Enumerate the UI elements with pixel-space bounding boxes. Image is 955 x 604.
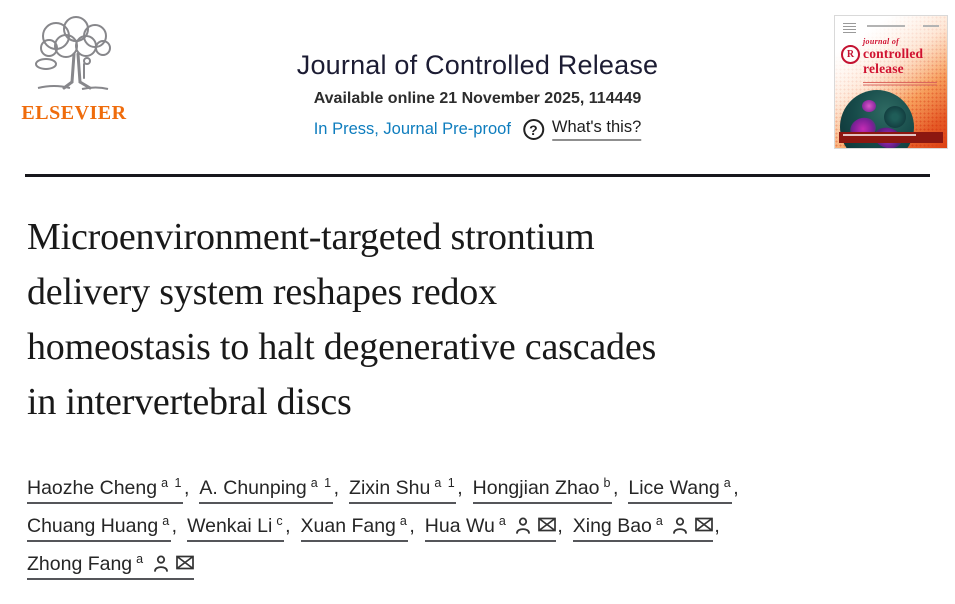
author-zhong-fang[interactable]: Zhong Fang a: [27, 552, 194, 580]
cover-band-text-decor: [843, 134, 916, 136]
email-icon[interactable]: [695, 517, 714, 532]
available-online-line: Available online 21 November 2025, 11444…: [313, 90, 642, 107]
author-list: Haozhe Cheng a 1, A. Chunping a 1, Zixin Shu…: [27, 476, 937, 591]
author-line: Haozhe Cheng a 1, A. Chunping a 1, Zixin Shu…: [27, 476, 937, 515]
journal-cover-thumbnail[interactable]: R journal of controlled release: [835, 16, 947, 148]
cover-mini-text-block: [843, 23, 856, 35]
email-icon[interactable]: [538, 517, 557, 532]
cover-mini-text-right: [923, 25, 939, 27]
journal-header: Journal of Controlled Release Available …: [297, 50, 659, 141]
cover-masthead: R journal of controlled release: [841, 38, 941, 75]
author-zixin-shu[interactable]: Zixin Shu a 1,: [349, 476, 463, 504]
author-xuan-fang[interactable]: Xuan Fang a,: [300, 514, 415, 542]
author-chuang-huang[interactable]: Chuang Huang a,: [27, 514, 177, 542]
affiliation-superscript: a: [399, 514, 409, 528]
author-wenkai-li[interactable]: Wenkai Li c,: [187, 514, 291, 542]
author-line: Chuang Huang a, Wenkai Li c, Xuan Fang a, Hua …: [27, 514, 937, 553]
affiliation-superscript: c: [276, 514, 285, 528]
cover-title-line2: release: [863, 60, 904, 76]
cover-subtitle-decor: [863, 82, 937, 87]
cover-top-decor: [843, 23, 939, 35]
affiliation-superscript: a 1: [310, 476, 333, 490]
author-a-chunping[interactable]: A. Chunping a 1,: [199, 476, 339, 504]
person-icon[interactable]: [672, 517, 688, 534]
author-line: Zhong Fang a: [27, 552, 937, 591]
cover-bottom-band: [839, 132, 943, 143]
affiliation-superscript: a: [136, 552, 145, 566]
cover-title-line1: controlled: [863, 46, 924, 61]
cover-art-shape: [862, 100, 876, 112]
author-hua-wu[interactable]: Hua Wu a,: [424, 514, 563, 542]
author-haozhe-cheng[interactable]: Haozhe Cheng a 1,: [27, 476, 189, 504]
press-status-row: In Press, Journal Pre-proof ? What's thi…: [297, 118, 659, 141]
cover-journal-of: journal of: [863, 37, 900, 46]
affiliation-superscript: a: [162, 514, 171, 528]
affiliation-superscript: a: [723, 476, 733, 490]
article-title-line: homeostasis to halt degenerative cascade…: [27, 326, 657, 368]
affiliation-superscript: a: [655, 514, 665, 528]
affiliation-superscript: a 1: [161, 476, 183, 490]
author-xing-bao[interactable]: Xing Bao a,: [572, 514, 720, 542]
journal-title: Journal of Controlled Release: [296, 50, 659, 80]
affiliation-superscript: a: [498, 514, 508, 528]
person-icon[interactable]: [153, 555, 169, 572]
elsevier-logo[interactable]: ELSEVIER: [20, 16, 128, 125]
whats-this-link[interactable]: ? What's this?: [522, 118, 642, 141]
cover-art-shape: [884, 106, 906, 128]
affiliation-superscript: b: [603, 476, 612, 490]
article-title-line: in intervertebral discs: [27, 381, 352, 423]
cover-cr-logo-icon: R: [841, 45, 860, 64]
author-hongjian-zhao[interactable]: Hongjian Zhao b,: [472, 476, 618, 504]
article-title: Microenvironment-targeted strontium deli…: [27, 210, 927, 430]
article-title-line: delivery system reshapes redox: [27, 271, 497, 313]
affiliation-superscript: a 1: [434, 476, 457, 490]
article-title-line: Microenvironment-targeted strontium: [27, 216, 595, 258]
elsevier-tree-icon: [35, 16, 111, 90]
cover-title: journal of controlled release: [863, 38, 923, 75]
author-lice-wang[interactable]: Lice Wang a,: [628, 476, 739, 504]
elsevier-wordmark: ELSEVIER: [21, 102, 127, 124]
header-divider: [25, 174, 930, 177]
person-icon[interactable]: [515, 517, 531, 534]
question-icon[interactable]: ?: [522, 119, 544, 140]
whats-this-label[interactable]: What's this?: [551, 118, 642, 141]
cover-mini-text-mid: [867, 25, 905, 27]
email-icon[interactable]: [175, 555, 194, 570]
in-press-link[interactable]: In Press, Journal Pre-proof: [313, 120, 511, 138]
